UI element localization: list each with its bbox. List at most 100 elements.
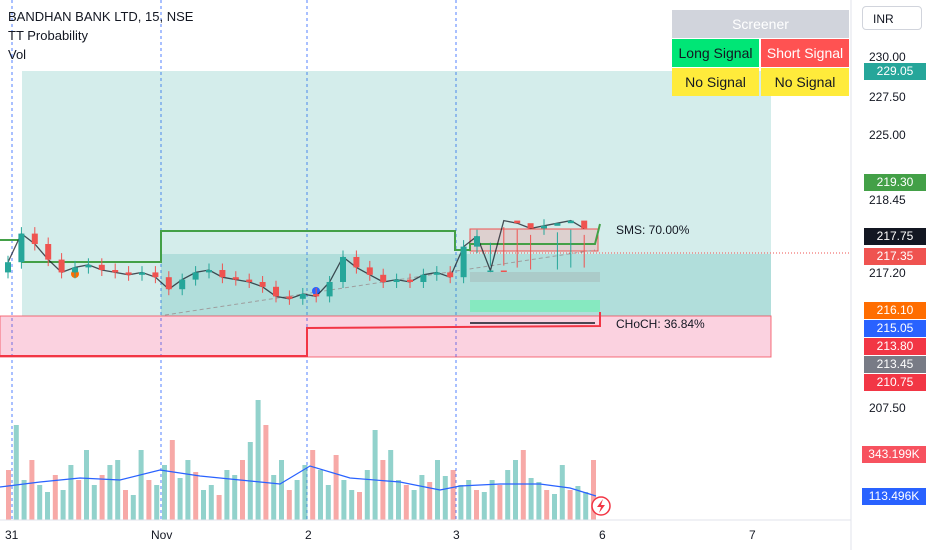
candle-body [286, 296, 293, 299]
volume-bar [489, 480, 495, 520]
volume-ma-line [0, 465, 597, 497]
candle-body [326, 282, 333, 297]
volume-bar [29, 460, 35, 520]
candle-body [313, 294, 320, 297]
probability-zones [0, 71, 772, 358]
candle-body [474, 236, 480, 247]
currency-selector[interactable]: INR [862, 6, 922, 30]
candle-body [125, 272, 132, 275]
short-status-cell: No Signal [761, 68, 849, 96]
volume-label-last: 343.199K [862, 446, 926, 463]
volume-bar [513, 460, 518, 520]
time-tick: Nov [151, 528, 173, 542]
candle-body [5, 262, 11, 273]
volume-bar [559, 465, 565, 520]
candle-body [112, 270, 119, 273]
sms-annotation: SMS: 70.00% [616, 223, 690, 237]
time-tick: 2 [305, 528, 312, 542]
time-tick: 31 [5, 528, 19, 542]
sms-box [469, 228, 599, 252]
price-tick: 207.50 [869, 401, 906, 415]
candle-body [152, 272, 159, 278]
neutral-band [470, 272, 600, 282]
volume-bar [37, 485, 43, 520]
price-label-210-75: 210.75 [864, 374, 926, 391]
candle-body [72, 267, 78, 273]
candle-body [567, 220, 574, 224]
long-status-cell: No Signal [672, 68, 759, 96]
volume-bar [286, 490, 292, 520]
candle-body [165, 277, 172, 290]
volume-bar [91, 485, 97, 520]
volume-bar [240, 460, 245, 520]
volume-bar [466, 480, 472, 520]
price-label-219-30: 219.30 [864, 174, 926, 191]
volume-indicator-name[interactable]: Vol [8, 47, 27, 62]
support-line [0, 312, 601, 357]
volume-bar [21, 480, 27, 520]
volume-bar [279, 460, 284, 520]
price-tick: 225.00 [869, 128, 906, 142]
price-label-215-05: 215.05 [864, 320, 926, 337]
volume-bar [396, 480, 401, 520]
candle-body [393, 279, 400, 282]
candle-body [581, 220, 588, 229]
price-label-213-80: 213.80 [864, 338, 926, 355]
volume-bar [520, 450, 526, 520]
volume-bar [567, 490, 573, 520]
volume-bar [138, 450, 144, 520]
candle-body [232, 277, 239, 280]
volume-bar [497, 485, 503, 520]
volume-bar [302, 465, 308, 520]
volume-bar [169, 440, 175, 520]
volume-bar [403, 485, 409, 520]
volume-bar [536, 482, 542, 520]
volume-bar [583, 492, 589, 520]
candle-body [18, 233, 25, 263]
volume-bar [76, 480, 82, 520]
volume-bar [60, 490, 66, 520]
candle-body [273, 286, 279, 297]
volume-bar [6, 470, 11, 520]
candle-body [380, 274, 387, 282]
screener-title: Screener [672, 10, 849, 38]
volume-label-average: 113.496K [862, 488, 926, 505]
volume-bar [130, 495, 136, 520]
time-tick: 6 [599, 528, 606, 542]
candle-body [31, 233, 38, 244]
candle-body [219, 270, 226, 278]
volume-bar [427, 482, 433, 520]
volume-bar [123, 490, 128, 520]
candle-body [527, 223, 534, 229]
volume-bar [146, 480, 152, 520]
volume-bar [208, 485, 214, 520]
volume-bar [419, 475, 425, 520]
volume-bar [591, 460, 596, 520]
volume-bar [450, 470, 456, 520]
trend-line [164, 249, 596, 316]
price-tick: 218.45 [869, 193, 906, 207]
volume-bar [552, 494, 557, 520]
price-ma-line [7, 219, 585, 300]
volume-bar [68, 465, 74, 520]
indicator-name[interactable]: TT Probability [8, 28, 88, 43]
volume-bar [107, 465, 113, 520]
volume-bar [349, 490, 355, 520]
volume-bar [52, 475, 58, 520]
volume-bar [575, 486, 581, 520]
volume-bar [255, 400, 261, 520]
candle-body [514, 220, 521, 224]
volume-bar [442, 476, 448, 520]
candle-body [460, 246, 467, 278]
volume-bar [372, 430, 378, 520]
price-label-229-05: 229.05 [864, 63, 926, 80]
symbol-title[interactable]: BANDHAN BANK LTD, 15, NSE [8, 9, 194, 24]
candle-body [45, 244, 52, 260]
volume-bar [84, 450, 89, 520]
candle-body [246, 279, 253, 282]
volume-bar [318, 470, 323, 520]
volume-bar [357, 492, 362, 520]
volume-bar [193, 472, 199, 520]
candle-body [447, 272, 454, 278]
